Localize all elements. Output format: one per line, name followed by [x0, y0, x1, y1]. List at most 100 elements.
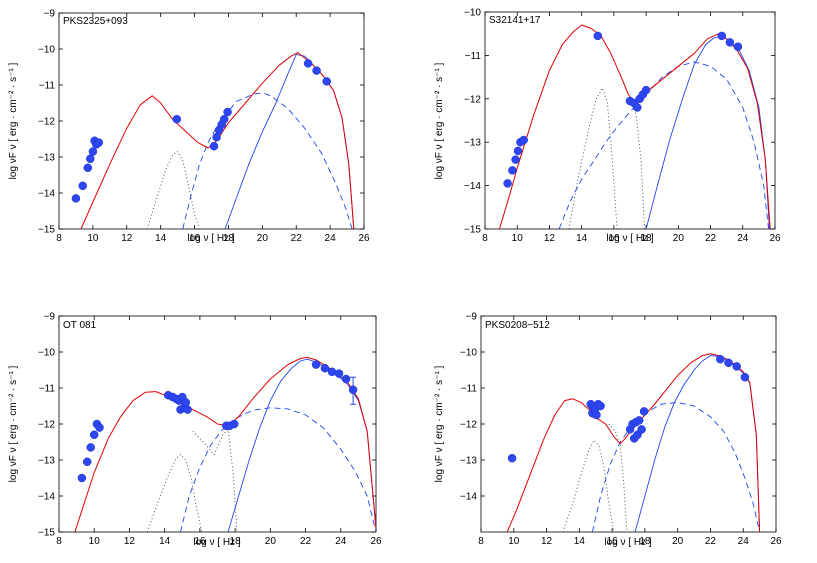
x-axis-label: log ν [ Hz ] — [187, 233, 234, 244]
series-external-compton-line — [645, 35, 770, 229]
plot-area — [499, 24, 771, 229]
x-tick-label: 12 — [121, 233, 133, 244]
y-tick-label: −15 — [38, 528, 55, 539]
x-tick-label: 12 — [541, 536, 553, 547]
x-tick-label: 24 — [737, 233, 749, 244]
x-tick-label: 22 — [705, 233, 717, 244]
y-tick-label: −13 — [38, 153, 55, 164]
data-point — [172, 114, 182, 124]
x-tick-label: 24 — [738, 536, 750, 547]
panel-s32141: S32141+17 log ν [ Hz ] log νF ν [ erg · … — [434, 8, 781, 245]
data-point — [183, 405, 192, 414]
x-tick-label: 14 — [576, 233, 588, 244]
data-point — [348, 385, 358, 395]
data-point — [341, 374, 351, 384]
y-tick-label: −10 — [38, 348, 55, 359]
y-tick-label: −12 — [38, 117, 55, 128]
x-tick-label: 20 — [672, 536, 684, 547]
data-point — [209, 141, 219, 151]
data-point — [303, 59, 313, 68]
y-tick-label: −13 — [460, 456, 477, 467]
data-point — [223, 107, 232, 117]
panel-ot081: OT 081 log ν [ Hz ] log νF ν [ erg · cm⁻… — [8, 312, 382, 549]
panel-title: S32141+17 — [489, 15, 541, 26]
y-tick-label: −11 — [39, 384, 56, 395]
series-total-line — [499, 24, 771, 229]
data-point — [641, 85, 651, 95]
series-external-compton-line — [227, 358, 376, 532]
data-point — [327, 367, 337, 377]
y-tick-label: −13 — [464, 138, 481, 149]
data-point — [740, 372, 750, 382]
data-point — [229, 419, 239, 429]
x-tick-label: 22 — [705, 536, 717, 547]
data-point — [95, 423, 104, 432]
data-point — [94, 138, 104, 147]
data-point — [724, 358, 733, 368]
data-point — [311, 360, 321, 369]
series-external-compton-line — [224, 53, 355, 229]
y-tick-label: −15 — [38, 225, 55, 236]
x-tick-label: 14 — [155, 233, 167, 244]
series-total-line — [80, 52, 355, 229]
panel-pks0208: PKS0208−512 log ν [ Hz ] log νF ν [ erg … — [434, 312, 782, 549]
y-axis-label: log νF ν [ erg · cm⁻² · s⁻¹ ] — [8, 365, 19, 482]
data-point — [219, 114, 229, 124]
data-point — [320, 363, 330, 373]
data-point — [732, 362, 741, 371]
series-total-line — [74, 356, 376, 532]
series-synchrotron-hard-line — [626, 98, 645, 229]
series-synchrotron-soft-line — [562, 439, 615, 532]
data-point — [71, 194, 81, 203]
y-tick-label: −15 — [464, 225, 481, 236]
x-tick-label: 16 — [607, 536, 619, 547]
data-point — [503, 179, 512, 188]
series-ssc-line — [182, 92, 353, 229]
data-point — [78, 181, 87, 191]
data-point — [596, 401, 605, 411]
data-point — [717, 31, 727, 41]
data-point — [89, 430, 99, 440]
data-point — [322, 77, 331, 86]
x-tick-label: 18 — [641, 233, 653, 244]
data-point — [716, 354, 725, 364]
data-point — [86, 443, 95, 452]
y-tick-label: −14 — [460, 492, 477, 503]
x-tick-label: 26 — [358, 233, 370, 244]
data-point — [513, 146, 523, 156]
x-tick-label: 16 — [189, 233, 201, 244]
plot-area — [506, 353, 761, 532]
series-synchrotron-soft-line — [568, 87, 618, 229]
x-tick-label: 18 — [230, 536, 242, 547]
y-tick-label: −11 — [39, 81, 56, 92]
plot-area — [74, 356, 376, 532]
x-tick-label: 24 — [325, 233, 337, 244]
data-point — [508, 166, 517, 175]
series-total-line — [506, 353, 761, 532]
y-tick-label: −14 — [464, 181, 481, 192]
y-tick-label: −13 — [38, 456, 55, 467]
x-axis-label: log ν [ Hz ] — [193, 537, 240, 548]
y-tick-label: −12 — [38, 420, 55, 431]
x-tick-label: 20 — [265, 536, 277, 547]
x-tick-label: 18 — [223, 233, 235, 244]
x-tick-label: 22 — [300, 536, 312, 547]
panel-title: PKS0208−512 — [485, 320, 550, 331]
plot-area — [80, 52, 355, 229]
x-tick-label: 12 — [124, 536, 136, 547]
y-tick-label: −12 — [460, 420, 477, 431]
x-tick-label: 8 — [482, 233, 488, 244]
series-external-compton-line — [634, 355, 761, 532]
x-tick-label: 14 — [159, 536, 171, 547]
panel-pks2325: PKS2325+093 log ν [ Hz ] log νF ν [ erg … — [8, 9, 370, 245]
x-tick-label: 26 — [769, 233, 781, 244]
y-tick-label: −11 — [465, 51, 482, 62]
x-tick-label: 8 — [56, 536, 62, 547]
data-point — [592, 410, 601, 420]
data-point — [82, 457, 92, 467]
x-tick-label: 10 — [508, 536, 520, 547]
x-tick-label: 10 — [512, 233, 524, 244]
x-tick-label: 16 — [608, 233, 620, 244]
data-point — [733, 42, 743, 51]
